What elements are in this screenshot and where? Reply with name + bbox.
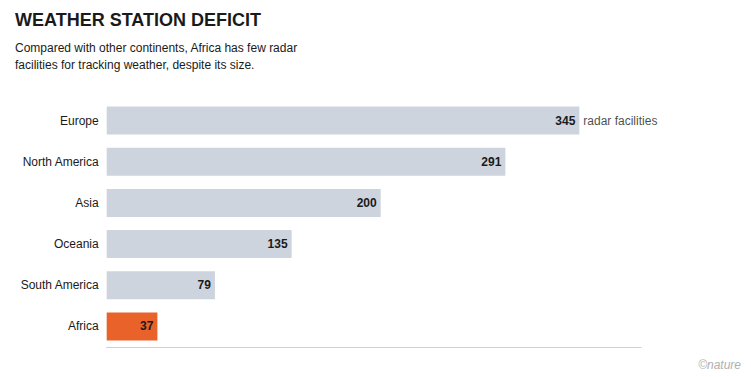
svg-text:©nature: ©nature [698,358,741,372]
svg-text:37: 37 [140,319,154,333]
svg-text:345: 345 [555,114,575,128]
svg-text:radar facilities: radar facilities [583,114,657,128]
svg-text:Oceania: Oceania [54,237,99,251]
svg-text:Compared with other continents: Compared with other continents, Africa h… [15,41,297,55]
svg-text:Europe: Europe [60,114,99,128]
svg-text:Africa: Africa [68,319,99,333]
svg-text:135: 135 [268,237,288,251]
svg-text:North America: North America [23,155,99,169]
svg-text:291: 291 [481,155,501,169]
svg-text:facilities for tracking weathe: facilities for tracking weather, despite… [15,58,254,72]
svg-text:South America: South America [21,278,99,292]
svg-text:79: 79 [198,278,212,292]
svg-text:WEATHER STATION DEFICIT: WEATHER STATION DEFICIT [15,10,261,30]
svg-text:200: 200 [357,196,377,210]
svg-text:Asia: Asia [75,196,99,210]
